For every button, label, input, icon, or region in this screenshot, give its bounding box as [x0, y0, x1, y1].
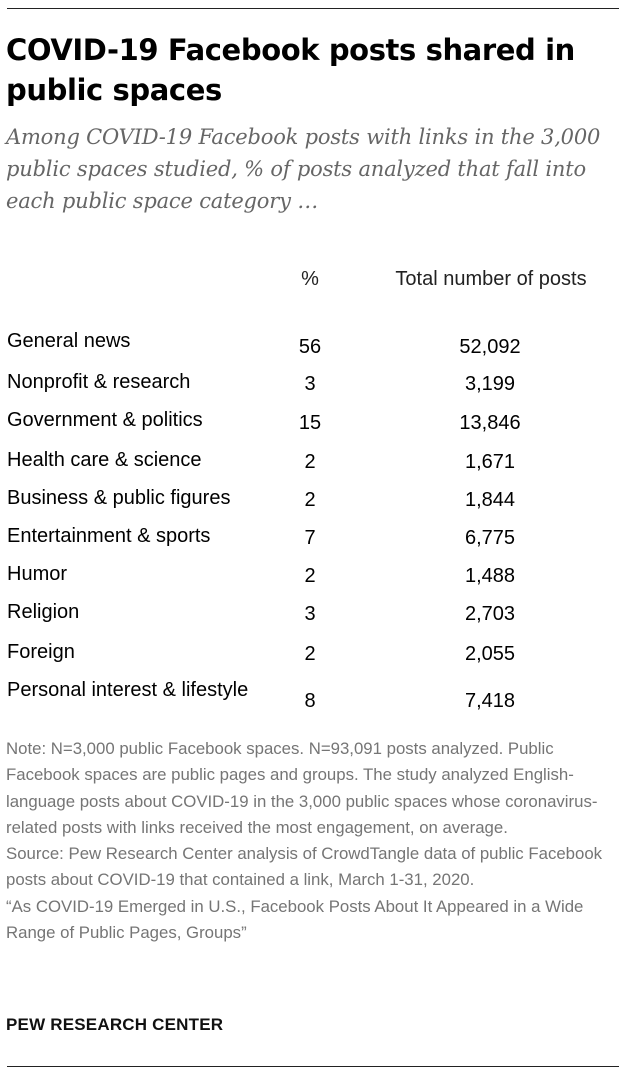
column-header-percent: %	[301, 268, 319, 290]
table-row: Foreign 2 2,055	[0, 641, 626, 681]
chart-title: COVID-19 Facebook posts shared in public…	[6, 33, 575, 107]
notes-block: Note: N=3,000 public Facebook spaces. N=…	[6, 736, 620, 946]
row-percent-value: 2	[304, 489, 316, 511]
row-percent-value: 2	[304, 451, 316, 473]
row-total-value: 1,844	[464, 489, 516, 511]
row-category-label: Foreign	[7, 641, 75, 663]
row-total-value: 3,199	[464, 373, 516, 395]
row-total-value: 1,488	[464, 565, 516, 587]
table-row: Government & politics 15 13,846	[0, 409, 626, 449]
row-percent-value: 3	[304, 373, 316, 395]
chart-subtitle: Among COVID-19 Facebook posts with links…	[6, 125, 601, 213]
table-row: Personal interest & lifestyle 8 7,418	[0, 679, 626, 719]
row-category-label: Health care & science	[7, 449, 202, 471]
row-category-label: Business & public figures	[7, 487, 231, 509]
row-total-value: 7,418	[464, 690, 516, 712]
row-percent-value: 7	[304, 527, 316, 549]
row-category-label: Nonprofit & research	[7, 371, 191, 393]
row-percent-value: 8	[304, 690, 316, 712]
row-total-value: 1,671	[464, 451, 516, 473]
table-row: Humor 2 1,488	[0, 563, 626, 603]
note-text: Note: N=3,000 public Facebook spaces. N=…	[6, 739, 598, 837]
row-total-value: 13,846	[459, 412, 521, 434]
row-category-label: Humor	[7, 563, 68, 585]
row-total-value: 2,055	[464, 643, 516, 665]
table-row: Nonprofit & research 3 3,199	[0, 371, 626, 411]
row-percent-value: 15	[298, 412, 322, 434]
table-row: Health care & science 2 1,671	[0, 449, 626, 489]
table-row: Business & public figures 2 1,844	[0, 487, 626, 527]
row-percent-value: 56	[298, 336, 322, 358]
row-percent-value: 2	[304, 643, 316, 665]
top-rule	[7, 8, 619, 9]
table-row: Entertainment & sports 7 6,775	[0, 525, 626, 565]
row-percent-value: 3	[304, 603, 316, 625]
table-row: General news 56 52,092	[0, 330, 626, 370]
report-title: “As COVID-19 Emerged in U.S., Facebook P…	[6, 896, 584, 943]
bottom-rule	[7, 1066, 619, 1067]
brand-label: PEW RESEARCH CENTER	[6, 1015, 224, 1034]
row-category-label: Religion	[7, 601, 80, 623]
row-total-value: 2,703	[464, 603, 516, 625]
row-total-value: 52,092	[459, 336, 521, 358]
row-category-label: General news	[7, 330, 131, 352]
column-header-total: Total number of posts	[395, 268, 587, 290]
row-total-value: 6,775	[464, 527, 516, 549]
row-category-label: Government & politics	[7, 409, 203, 431]
row-percent-value: 2	[304, 565, 316, 587]
row-category-label: Personal interest & lifestyle	[7, 679, 249, 701]
table-row: Religion 3 2,703	[0, 601, 626, 641]
row-category-label: Entertainment & sports	[7, 525, 211, 547]
source-text: Source: Pew Research Center analysis of …	[6, 844, 603, 890]
